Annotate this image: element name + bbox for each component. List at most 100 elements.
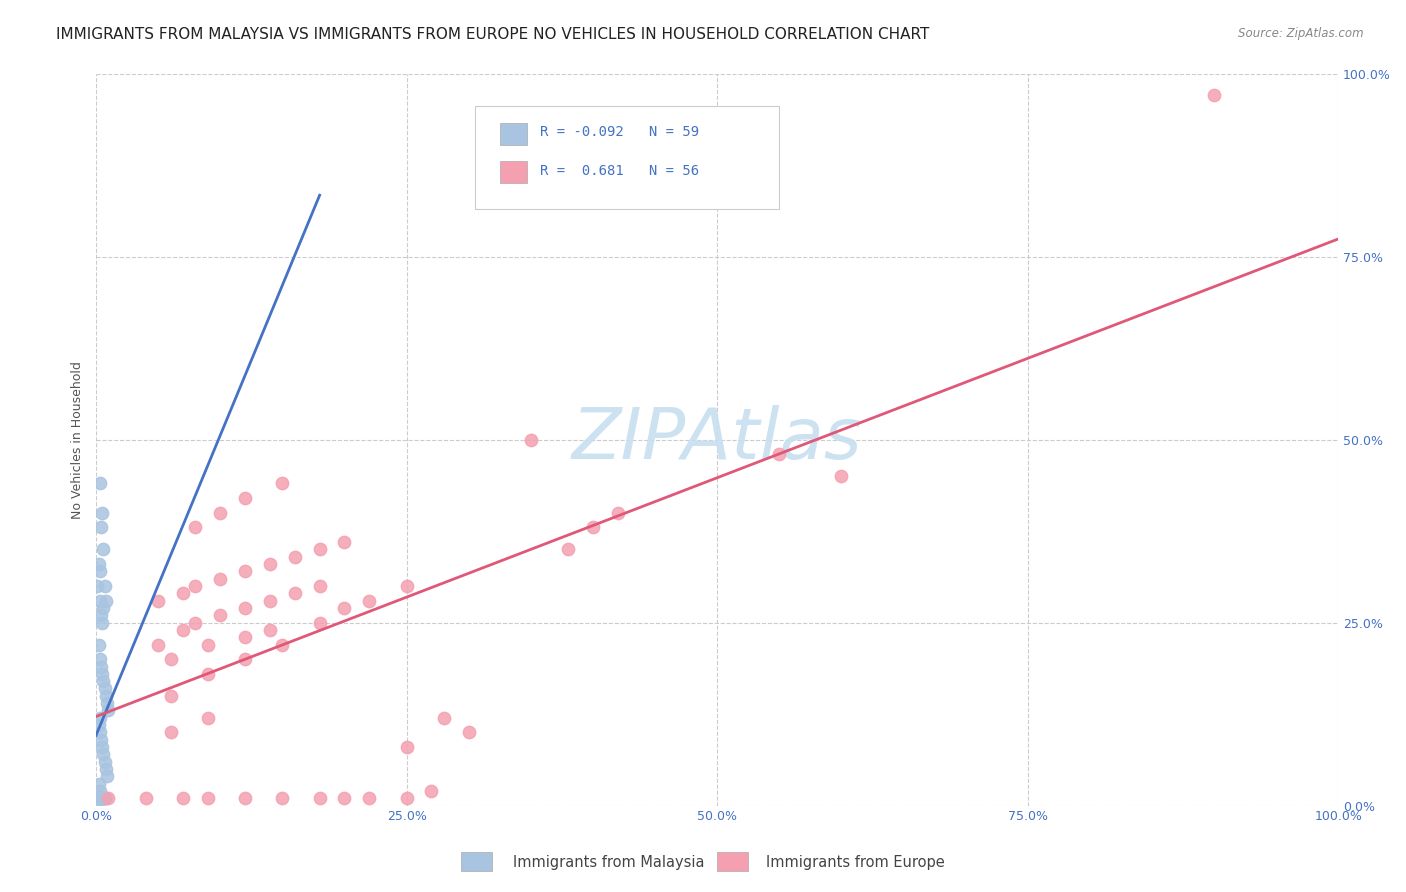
Point: [197, 638, 219, 652]
Point: [135, 791, 157, 805]
Point: [97, 791, 120, 805]
Point: [97, 703, 120, 717]
Point: [94, 593, 117, 607]
Point: [93, 791, 115, 805]
Point: [159, 652, 181, 666]
Point: [457, 725, 479, 739]
Point: [91, 740, 114, 755]
Point: [89, 791, 111, 805]
Point: [91, 791, 114, 805]
Point: [308, 579, 330, 593]
Point: [93, 791, 115, 805]
Point: [433, 711, 456, 725]
Text: Source: ZipAtlas.com: Source: ZipAtlas.com: [1239, 27, 1364, 40]
Point: [172, 623, 194, 637]
Point: [271, 791, 294, 805]
Point: [90, 732, 112, 747]
Point: [87, 791, 110, 805]
Point: [284, 586, 307, 600]
Text: Immigrants from Malaysia: Immigrants from Malaysia: [513, 855, 704, 870]
Point: [233, 565, 256, 579]
Text: Immigrants from Europe: Immigrants from Europe: [766, 855, 945, 870]
Point: [395, 740, 418, 755]
Point: [333, 791, 356, 805]
Point: [87, 557, 110, 571]
Point: [93, 747, 115, 762]
Point: [90, 791, 112, 805]
Point: [93, 791, 115, 805]
Bar: [499, 161, 527, 184]
Point: [768, 447, 790, 461]
Point: [87, 791, 110, 805]
Point: [271, 476, 294, 491]
Point: [233, 791, 256, 805]
Point: [90, 520, 112, 534]
Point: [259, 623, 281, 637]
Point: [91, 506, 114, 520]
Point: [93, 601, 115, 615]
Text: R = -0.092   N = 59: R = -0.092 N = 59: [540, 125, 699, 139]
Point: [94, 762, 117, 776]
Point: [308, 615, 330, 630]
Point: [86, 791, 108, 805]
Point: [89, 652, 111, 666]
Point: [89, 791, 111, 805]
FancyBboxPatch shape: [475, 106, 779, 209]
Point: [93, 579, 115, 593]
Point: [87, 791, 110, 805]
Point: [89, 565, 111, 579]
Point: [93, 681, 115, 696]
Point: [308, 791, 330, 805]
Point: [91, 615, 114, 630]
Point: [271, 638, 294, 652]
Point: [91, 666, 114, 681]
Point: [172, 586, 194, 600]
Point: [86, 791, 108, 805]
Point: [184, 520, 207, 534]
Point: [233, 652, 256, 666]
Point: [333, 601, 356, 615]
Point: [93, 755, 115, 769]
Point: [184, 615, 207, 630]
Point: [582, 520, 605, 534]
Point: [333, 535, 356, 549]
Point: [233, 601, 256, 615]
Point: [93, 674, 115, 689]
Point: [93, 791, 115, 805]
Point: [284, 549, 307, 564]
Point: [90, 791, 112, 805]
Point: [89, 725, 111, 739]
Point: [159, 725, 181, 739]
Point: [87, 777, 110, 791]
Point: [557, 542, 579, 557]
Point: [197, 666, 219, 681]
Text: ZIPAtlas: ZIPAtlas: [572, 405, 862, 474]
Point: [89, 784, 111, 798]
Point: [93, 791, 115, 805]
Point: [89, 711, 111, 725]
Point: [94, 689, 117, 703]
Point: [91, 791, 114, 805]
Point: [259, 557, 281, 571]
Point: [395, 791, 418, 805]
Text: R =  0.681   N = 56: R = 0.681 N = 56: [540, 164, 699, 178]
Point: [87, 791, 110, 805]
Point: [87, 718, 110, 732]
Point: [520, 433, 543, 447]
Point: [359, 593, 381, 607]
Point: [308, 542, 330, 557]
Text: IMMIGRANTS FROM MALAYSIA VS IMMIGRANTS FROM EUROPE NO VEHICLES IN HOUSEHOLD CORR: IMMIGRANTS FROM MALAYSIA VS IMMIGRANTS F…: [56, 27, 929, 42]
Point: [89, 791, 111, 805]
Point: [93, 542, 115, 557]
Point: [89, 476, 111, 491]
Point: [90, 659, 112, 673]
Point: [259, 593, 281, 607]
Point: [89, 593, 111, 607]
Point: [172, 791, 194, 805]
Point: [209, 572, 232, 586]
Point: [90, 608, 112, 623]
Point: [420, 784, 443, 798]
Point: [86, 791, 108, 805]
Point: [197, 791, 219, 805]
Point: [90, 791, 112, 805]
